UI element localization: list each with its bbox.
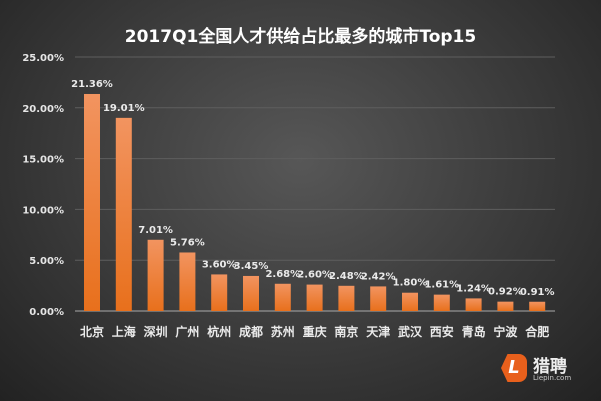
bar-宁波	[497, 301, 514, 311]
x-tick-label: 重庆	[303, 324, 327, 339]
x-tick-label: 北京	[80, 324, 104, 339]
y-tick-label: 25.00%	[22, 53, 64, 64]
x-tick-label: 宁波	[493, 324, 518, 339]
bar-深圳	[147, 239, 164, 311]
data-label: 1.24%	[456, 283, 491, 294]
bar-上海	[115, 117, 132, 311]
data-label: 0.91%	[520, 287, 555, 298]
bar-西安	[433, 294, 450, 311]
x-tick-label: 成都	[239, 324, 263, 339]
data-label: 7.01%	[138, 225, 173, 236]
bar-青岛	[465, 298, 482, 311]
bar-杭州	[211, 274, 228, 311]
x-tick-label: 西安	[430, 324, 454, 339]
logo-badge-icon: L	[501, 354, 527, 382]
logo-name: 猎聘	[533, 357, 567, 377]
liepin-logo: L 猎聘 Liepin.com	[499, 352, 579, 392]
x-tick-label: 苏州	[271, 324, 295, 339]
data-label: 0.92%	[488, 287, 523, 298]
data-label: 3.60%	[202, 259, 237, 270]
data-label: 3.45%	[234, 261, 269, 272]
bar-成都	[243, 275, 259, 311]
y-tick-label: 10.00%	[22, 205, 64, 216]
data-label: 1.80%	[393, 278, 428, 289]
chart-title: 2017Q1全国人才供给占比最多的城市Top15	[124, 27, 477, 47]
x-tick-label: 上海	[112, 324, 136, 339]
x-tick-label: 青岛	[462, 324, 486, 339]
x-tick-label: 武汉	[398, 324, 423, 339]
bar-苏州	[274, 283, 291, 311]
data-label: 2.42%	[361, 271, 396, 282]
y-tick-label: 15.00%	[22, 155, 64, 166]
data-label: 19.01%	[103, 103, 145, 114]
bar-天津	[370, 286, 387, 311]
bar-广州	[179, 252, 196, 311]
x-tick-label: 南京	[334, 324, 358, 339]
data-label: 1.61%	[424, 280, 459, 291]
data-label: 21.36%	[71, 79, 113, 90]
y-tick-label: 20.00%	[22, 104, 64, 115]
x-tick-label: 深圳	[144, 324, 168, 339]
data-label: 2.60%	[297, 270, 332, 281]
data-label: 2.68%	[265, 269, 300, 280]
y-tick-label: 0.00%	[29, 307, 64, 318]
x-tick-label: 杭州	[207, 324, 231, 339]
bar-武汉	[402, 292, 418, 311]
bar-合肥	[529, 301, 546, 311]
bar-南京	[338, 285, 355, 311]
x-tick-label: 天津	[366, 324, 390, 339]
bar-重庆	[306, 284, 323, 311]
bar-北京	[84, 93, 100, 312]
x-tick-label: 合肥	[525, 324, 549, 339]
x-tick-label: 广州	[175, 324, 199, 339]
y-tick-label: 5.00%	[29, 256, 64, 267]
data-label: 2.48%	[329, 271, 364, 282]
logo-url: Liepin.com	[533, 374, 572, 382]
data-label: 5.76%	[170, 237, 205, 248]
